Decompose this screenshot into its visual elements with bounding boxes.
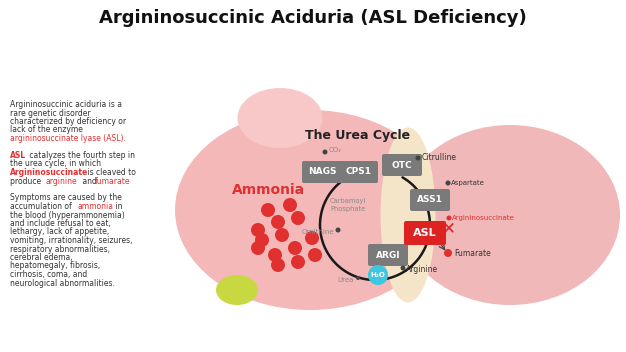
Circle shape: [275, 228, 289, 242]
Ellipse shape: [175, 110, 445, 310]
Text: Argininosuccinate: Argininosuccinate: [452, 215, 515, 221]
Circle shape: [305, 231, 319, 245]
Circle shape: [291, 255, 305, 269]
Text: ARGI: ARGI: [376, 251, 400, 259]
Text: respiratory abnormalities,: respiratory abnormalities,: [10, 245, 110, 253]
Text: ✕: ✕: [442, 219, 456, 237]
Text: Citrulline: Citrulline: [422, 153, 457, 163]
FancyBboxPatch shape: [368, 244, 408, 266]
Text: Aspartate: Aspartate: [451, 180, 485, 186]
Text: argininosuccinate lyase (ASL).: argininosuccinate lyase (ASL).: [10, 134, 126, 143]
Circle shape: [356, 276, 360, 280]
Text: is cleaved to: is cleaved to: [85, 168, 136, 177]
Circle shape: [446, 215, 451, 220]
Ellipse shape: [381, 127, 436, 302]
Text: Arginine: Arginine: [406, 265, 438, 275]
Text: Symptoms are caused by the: Symptoms are caused by the: [10, 194, 122, 202]
Text: ASL: ASL: [413, 228, 437, 238]
Text: vomiting, irrationality, seizures,: vomiting, irrationality, seizures,: [10, 236, 133, 245]
Ellipse shape: [237, 88, 322, 148]
Text: The Urea Cycle: The Urea Cycle: [305, 128, 411, 142]
Circle shape: [271, 215, 285, 229]
Circle shape: [368, 265, 388, 285]
Circle shape: [251, 241, 265, 255]
FancyBboxPatch shape: [382, 154, 422, 176]
Circle shape: [255, 233, 269, 247]
Text: hepatomegaly, fibrosis,: hepatomegaly, fibrosis,: [10, 262, 100, 270]
Circle shape: [416, 156, 421, 161]
Text: cerebral edema,: cerebral edema,: [10, 253, 73, 262]
Text: NAGS: NAGS: [308, 168, 336, 176]
Text: and include refusal to eat,: and include refusal to eat,: [10, 219, 111, 228]
Text: Argininosuccinic Aciduria (ASL Deficiency): Argininosuccinic Aciduria (ASL Deficienc…: [99, 9, 527, 27]
Text: Ornithine: Ornithine: [301, 229, 334, 235]
FancyBboxPatch shape: [404, 221, 446, 245]
Text: in: in: [113, 202, 123, 211]
Circle shape: [336, 227, 341, 233]
Text: arginine: arginine: [45, 176, 76, 186]
Text: rare genetic disorder: rare genetic disorder: [10, 108, 91, 118]
Circle shape: [308, 248, 322, 262]
Text: ASL: ASL: [10, 151, 26, 160]
Text: characterized by deficiency or: characterized by deficiency or: [10, 117, 126, 126]
Text: OTC: OTC: [392, 161, 413, 170]
Text: the urea cycle, in which: the urea cycle, in which: [10, 159, 101, 169]
Circle shape: [261, 203, 275, 217]
Text: Urea: Urea: [337, 277, 354, 283]
Circle shape: [271, 258, 285, 272]
Circle shape: [322, 150, 327, 155]
Circle shape: [251, 223, 265, 237]
Text: Fumarate: Fumarate: [454, 249, 491, 258]
Ellipse shape: [400, 125, 620, 305]
Circle shape: [444, 249, 452, 257]
Text: the blood (hyperammonemia): the blood (hyperammonemia): [10, 210, 125, 220]
FancyBboxPatch shape: [410, 189, 450, 211]
Text: Argininosuccinate: Argininosuccinate: [10, 168, 88, 177]
Circle shape: [446, 181, 451, 186]
Text: Argininosuccinic aciduria is a: Argininosuccinic aciduria is a: [10, 100, 122, 109]
Text: Ammonia: Ammonia: [232, 183, 305, 197]
Text: CPS1: CPS1: [345, 168, 371, 176]
Text: CO₂: CO₂: [329, 147, 342, 153]
Text: cirrhosis, coma, and: cirrhosis, coma, and: [10, 270, 87, 279]
Text: neurological abnormalities.: neurological abnormalities.: [10, 278, 115, 288]
Text: produce: produce: [10, 176, 43, 186]
Text: ASS1: ASS1: [417, 195, 443, 205]
Circle shape: [291, 211, 305, 225]
Text: Carbamoyl
Phosphate: Carbamoyl Phosphate: [330, 198, 366, 212]
Text: catalyzes the fourth step in: catalyzes the fourth step in: [27, 151, 135, 160]
Text: accumulation of: accumulation of: [10, 202, 74, 211]
Text: lethargy, lack of appetite,: lethargy, lack of appetite,: [10, 227, 110, 237]
FancyBboxPatch shape: [302, 161, 342, 183]
Ellipse shape: [216, 275, 258, 305]
FancyBboxPatch shape: [338, 161, 378, 183]
Circle shape: [268, 248, 282, 262]
Circle shape: [288, 241, 302, 255]
Text: H₂O: H₂O: [371, 272, 386, 278]
Text: and: and: [80, 176, 100, 186]
Text: ammonia: ammonia: [78, 202, 114, 211]
Text: lack of the enzyme: lack of the enzyme: [10, 126, 83, 134]
Circle shape: [401, 265, 406, 270]
Circle shape: [283, 198, 297, 212]
Text: fumarate: fumarate: [95, 176, 130, 186]
